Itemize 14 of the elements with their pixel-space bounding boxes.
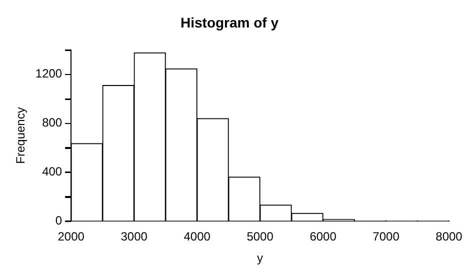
x-tick-label: 2000 <box>58 230 85 244</box>
chart-title: Histogram of y <box>180 14 279 30</box>
x-tick-label: 5000 <box>246 230 274 244</box>
y-tick-label: 1200 <box>35 66 62 81</box>
y-axis-title: Frequency <box>14 107 28 164</box>
x-tick-label: 8000 <box>436 230 463 244</box>
y-tick-label: 0 <box>55 214 62 228</box>
x-tick-label: 7000 <box>372 230 400 244</box>
x-tick-label: 3000 <box>120 230 148 244</box>
y-tick-label: 400 <box>42 164 62 179</box>
x-tick-label: 6000 <box>310 230 337 244</box>
x-axis-title: y <box>257 251 264 266</box>
y-tick-label: 800 <box>42 116 62 130</box>
x-tick-label: 4000 <box>184 230 211 244</box>
